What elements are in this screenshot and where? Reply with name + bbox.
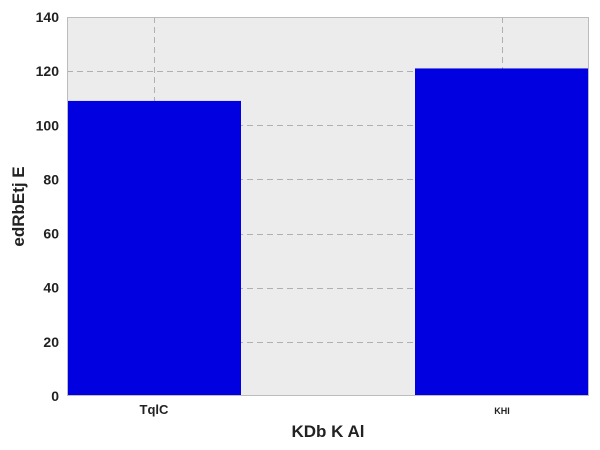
y-tick-label: 100 xyxy=(36,117,60,133)
y-axis-label: edRbEtj E xyxy=(9,166,28,246)
plot-frame xyxy=(67,17,589,396)
y-tick-label: 60 xyxy=(43,226,59,242)
y-tick-label: 140 xyxy=(36,9,60,25)
y-tick-label: 80 xyxy=(43,171,59,187)
x-tick-label: TqlC xyxy=(140,402,169,417)
bars xyxy=(67,68,589,397)
x-tick-labels: TqlC KHI xyxy=(140,402,510,417)
x-axis-label: KDb K Al xyxy=(291,422,364,441)
y-tick-label: 0 xyxy=(51,388,59,404)
y-tick-label: 20 xyxy=(43,334,59,350)
x-tick-label: KHI xyxy=(494,406,510,416)
bar-tqlc xyxy=(67,100,241,397)
y-tick-label: 40 xyxy=(43,280,59,296)
y-tick-labels: 0 20 40 60 80 100 120 140 xyxy=(36,9,60,404)
bar-khi xyxy=(415,68,589,396)
y-tick-label: 120 xyxy=(36,63,60,79)
